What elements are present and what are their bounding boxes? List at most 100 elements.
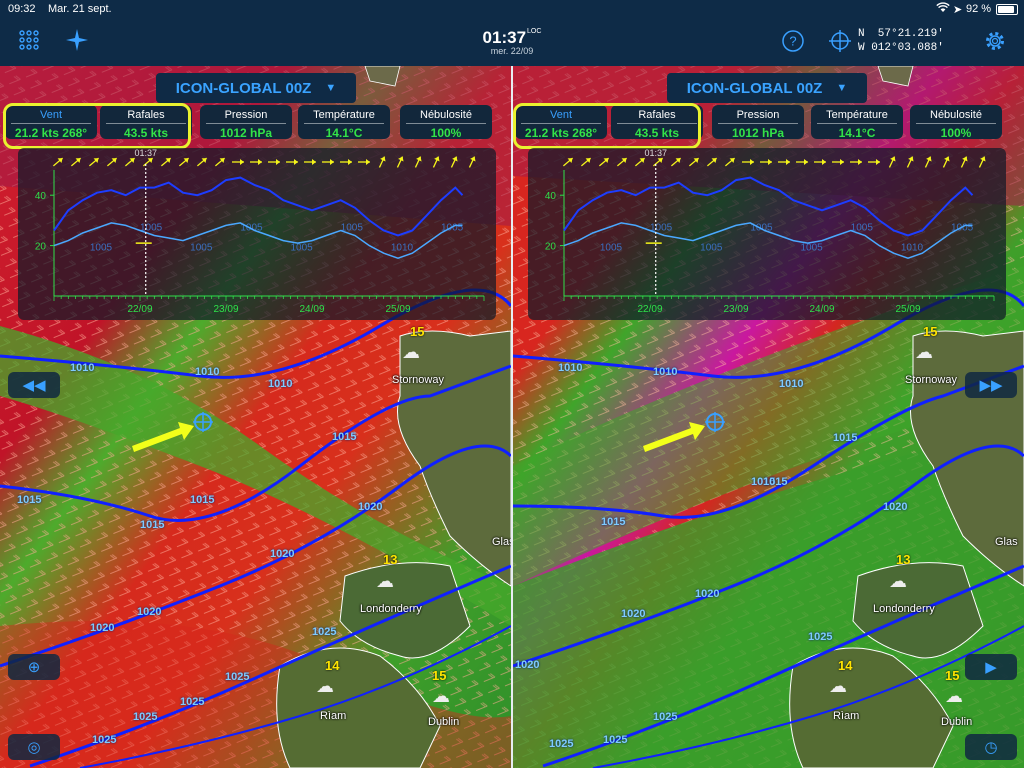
- pressure-label: 1005: [851, 222, 874, 233]
- temp-label: 14: [325, 658, 340, 673]
- isobar-label: 1015: [763, 476, 788, 488]
- model-dropdown-left[interactable]: ICON-GLOBAL 00Z ▼: [156, 73, 356, 103]
- pressure-label: 1010: [391, 243, 414, 254]
- map-panel-right[interactable]: 1010 1010 1010 1015 1015 1015 1015 1020 …: [513, 66, 1024, 768]
- card-rafales[interactable]: Rafales 43.5 kts: [100, 105, 192, 140]
- wind-direction-arrow: [378, 156, 386, 168]
- temp-label: 14: [838, 658, 853, 673]
- card-value: 100%: [940, 126, 972, 140]
- temp-label: 13: [896, 552, 911, 567]
- pressure-label: 1005: [341, 222, 364, 233]
- wind-direction-arrow: [778, 159, 790, 165]
- wind-direction-arrow: [178, 157, 190, 167]
- card-vent[interactable]: Vent 21.2 kts 268°: [515, 105, 607, 140]
- card-value: 100%: [430, 126, 462, 140]
- wind-direction-arrow: [142, 157, 154, 167]
- card-value: 43.5 kts: [634, 126, 680, 140]
- card-temperature[interactable]: Température 14.1°C: [298, 105, 390, 140]
- locate-button[interactable]: ⊕: [8, 654, 60, 680]
- wind-direction-arrow: [652, 157, 664, 167]
- model-dropdown-right[interactable]: ICON-GLOBAL 00Z ▼: [667, 73, 867, 103]
- cloud-sun-icon: ☁: [376, 571, 394, 591]
- clock-suffix: LOC: [527, 28, 542, 35]
- card-value: 1012 hPa: [219, 126, 273, 140]
- play-button[interactable]: ▶: [965, 654, 1017, 680]
- card-value: 21.2 kts 268°: [524, 126, 598, 140]
- isobar-label: 1025: [653, 711, 678, 723]
- city-label: Stornoway: [392, 374, 444, 386]
- isobar-label: 1010: [779, 378, 804, 390]
- help-icon[interactable]: ?: [782, 30, 804, 57]
- wind-direction-arrow: [724, 157, 736, 167]
- card-label: Nébulosité: [406, 105, 486, 124]
- svg-text:?: ?: [789, 34, 796, 49]
- y-tick-label: 20: [545, 242, 557, 253]
- wind-direction-arrow: [304, 159, 316, 165]
- split-divider[interactable]: [511, 66, 513, 768]
- pressure-label: 1005: [650, 222, 673, 233]
- temp-label: 15: [410, 324, 425, 339]
- meteogram-chart-left[interactable]: 20 40 22/09 23/09 24/09 25/09 1005 1005 1005 1005…: [18, 148, 496, 320]
- model-dropdown-label: ICON-GLOBAL 00Z: [686, 79, 823, 97]
- isobar-label: 1010: [268, 378, 293, 390]
- rewind-icon: ◀◀: [22, 377, 46, 394]
- battery-percent: 92 %: [966, 3, 992, 15]
- wind-direction-arrow: [340, 159, 352, 165]
- isobar-label: 1020: [883, 501, 908, 513]
- card-label: Vent: [11, 105, 91, 124]
- isobar-label: 1010: [653, 366, 678, 378]
- model-dropdown-label: ICON-GLOBAL 00Z: [175, 79, 312, 97]
- wind-direction-arrow: [196, 157, 208, 167]
- wind-direction-arrow: [286, 159, 298, 165]
- card-nebulosite[interactable]: Nébulosité 100%: [910, 105, 1002, 140]
- x-tick-label: 23/09: [723, 304, 748, 315]
- clock-button[interactable]: ◷: [965, 734, 1017, 760]
- x-tick-label: 22/09: [637, 304, 662, 315]
- card-rafales[interactable]: Rafales 43.5 kts: [611, 105, 703, 140]
- pressure-label: 1005: [750, 222, 773, 233]
- card-label: Rafales: [617, 105, 697, 124]
- fast-forward-button[interactable]: ▶▶: [965, 372, 1017, 398]
- compass-star-icon[interactable]: [66, 29, 88, 56]
- x-tick-label: 24/09: [809, 304, 834, 315]
- wind-direction-arrow: [432, 156, 440, 168]
- wind-direction-arrow: [214, 157, 226, 167]
- status-time: 09:32: [8, 3, 36, 15]
- cloud-sun-icon: ☁: [432, 686, 450, 706]
- wind-direction-arrow: [358, 159, 370, 165]
- wind-direction-arrow: [268, 159, 280, 165]
- grid-icon[interactable]: [19, 30, 39, 55]
- rewind-button[interactable]: ◀◀: [8, 372, 60, 398]
- map-panel-left[interactable]: 1010 1010 1010 1015 1015 1015 1015 1020 …: [0, 66, 511, 768]
- wind-direction-arrow: [868, 159, 880, 165]
- top-bar: 09:32 Mar. 21 sept. ➤ 92 % 01:37LOC mer.…: [0, 0, 1024, 66]
- pressure-label: 1005: [441, 222, 464, 233]
- crosshair-icon[interactable]: [829, 30, 851, 57]
- isobar-label: 1025: [808, 631, 833, 643]
- card-temperature[interactable]: Température 14.1°C: [811, 105, 903, 140]
- city-label: Dublin: [941, 716, 973, 728]
- city-label: Londonderry: [360, 603, 422, 615]
- chart-background: [528, 148, 1006, 320]
- gear-icon[interactable]: [983, 29, 1007, 58]
- x-tick-label: 24/09: [299, 304, 324, 315]
- meteogram-chart-right[interactable]: 20 40 22/09 23/09 24/09 25/09 1005 1005 1005 1005…: [528, 148, 1006, 320]
- pressure-label: 1005: [700, 243, 723, 254]
- x-tick-label: 25/09: [385, 304, 410, 315]
- city-label: Stornoway: [905, 374, 957, 386]
- isobar-label: 1020: [137, 606, 162, 618]
- card-vent[interactable]: Vent 21.2 kts 268°: [5, 105, 97, 140]
- card-pression[interactable]: Pression 1012 hPa: [200, 105, 292, 140]
- temp-label: 15: [923, 324, 938, 339]
- card-pression[interactable]: Pression 1012 hPa: [712, 105, 804, 140]
- pressure-label: 1005: [600, 243, 623, 254]
- chart-background: [18, 148, 496, 320]
- isobar-label: 1020: [270, 548, 295, 560]
- card-nebulosite[interactable]: Nébulosité 100%: [400, 105, 492, 140]
- isobar-label: 1015: [17, 494, 42, 506]
- series-line-0: [563, 176, 974, 237]
- chevron-down-icon: ▼: [325, 82, 337, 94]
- cloud-sun-icon: ☁: [889, 571, 907, 591]
- layers-button[interactable]: ◎: [8, 734, 60, 760]
- card-label: Rafales: [106, 105, 186, 124]
